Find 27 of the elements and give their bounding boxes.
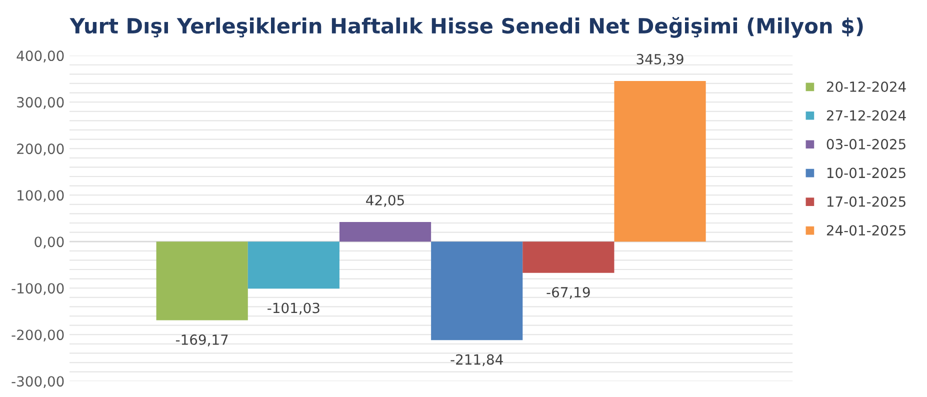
bar bbox=[614, 80, 706, 242]
y-tick-label: 0,00 bbox=[34, 236, 64, 248]
y-tick-label: 200,00 bbox=[17, 144, 64, 156]
y-tick-label: -300,00 bbox=[12, 376, 64, 388]
bar bbox=[431, 242, 523, 340]
legend-label: 17-01-2025 bbox=[827, 196, 906, 207]
y-tick-label: -200,00 bbox=[12, 330, 64, 342]
legend-label: 03-01-2025 bbox=[826, 138, 906, 150]
legend-label: 27-12-2024 bbox=[826, 110, 906, 121]
chart-title: Yurt Dışı Yerleşiklerin Haftalık Hisse Senedi Net Değişimi (Milyon $) bbox=[70, 17, 863, 38]
y-tick-label: 100,00 bbox=[18, 190, 64, 202]
bar bbox=[522, 242, 614, 273]
y-tick-label: 300,00 bbox=[17, 97, 64, 109]
legend-label: 24-01-2025 bbox=[826, 225, 906, 236]
y-tick-label: -100,00 bbox=[12, 283, 64, 295]
data-label: 345,39 bbox=[636, 54, 684, 66]
legend-label: 20-12-2024 bbox=[826, 81, 906, 92]
data-label: 42,05 bbox=[366, 194, 404, 207]
data-label: -211,84 bbox=[450, 354, 503, 366]
bar bbox=[339, 222, 432, 242]
legend-label: 10-01-2025 bbox=[827, 168, 906, 178]
data-label: -67,19 bbox=[546, 286, 590, 299]
bar bbox=[248, 242, 340, 289]
data-label: -101,03 bbox=[268, 302, 320, 315]
bar bbox=[156, 242, 248, 320]
y-tick-label: 400,00 bbox=[16, 50, 64, 62]
data-label: -169,17 bbox=[176, 334, 228, 346]
